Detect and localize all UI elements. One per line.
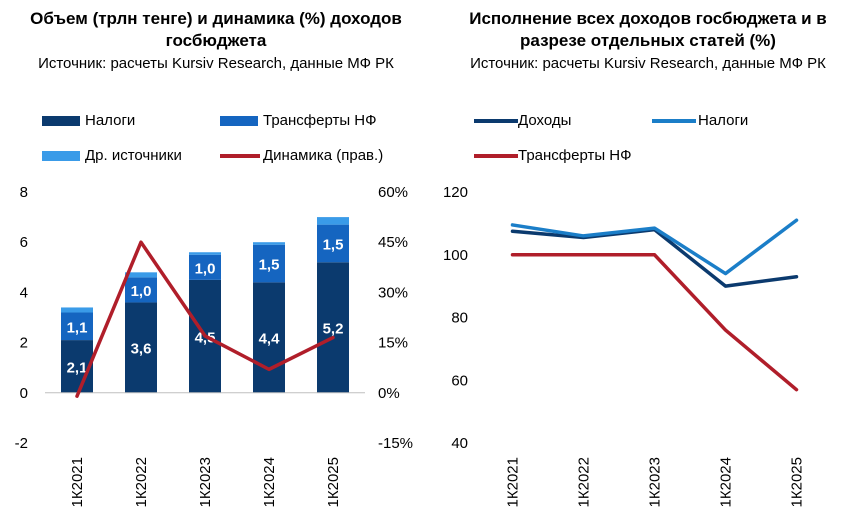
y2-tick-label: 45% [378, 234, 408, 251]
right-chart-panel: Исполнение всех доходов госбюджета и в р… [432, 0, 864, 524]
right-chart-title: Исполнение всех доходов госбюджета и в р… [432, 8, 864, 52]
legend-swatch-right-taxes [652, 119, 696, 123]
bar-segment [317, 217, 349, 225]
bar-segment [125, 277, 157, 303]
x-tick-label: 1К2024 [261, 457, 278, 507]
x-tick-label: 1К2023 [647, 457, 664, 507]
legend-swatch-dynamics [220, 154, 260, 158]
bar-data-label: 2,1 [67, 359, 88, 376]
bar-segment [189, 252, 221, 255]
x-tick-label: 1К2025 [325, 457, 342, 507]
y-tick-label: 60 [451, 372, 468, 389]
left-chart-title: Объем (трлн тенге) и динамика (%) доходо… [0, 8, 432, 52]
left-title-line2: госбюджета [165, 31, 267, 50]
bar-data-label: 5,2 [323, 321, 344, 338]
y2-tick-label: 60% [378, 184, 408, 201]
left-chart-source: Источник: расчеты Kursiv Research, данны… [38, 55, 394, 72]
right-title-line1: Исполнение всех доходов госбюджета и в [469, 9, 827, 28]
x-tick-label: 1К2021 [69, 457, 86, 507]
y-tick-label: 120 [443, 184, 468, 201]
y-tick-label: 6 [20, 234, 28, 251]
bar-data-label: 1,5 [323, 236, 344, 253]
left-title-line1: Объем (трлн тенге) и динамика (%) доходо… [30, 9, 402, 28]
left-chart-plot: -202468-15%0%15%30%45%60%2,11,13,61,04,5… [15, 184, 413, 507]
y-tick-label: 40 [451, 435, 468, 452]
legend-label-right-taxes: Налоги [698, 112, 749, 129]
series-line [510, 253, 799, 392]
legend-label-revenues: Доходы [518, 112, 572, 129]
bar-segment [189, 254, 221, 280]
y-tick-label: 80 [451, 310, 468, 327]
legend-label-dynamics: Динамика (прав.) [263, 147, 384, 164]
bar-segment [61, 312, 93, 341]
bar-segment [61, 307, 93, 313]
bar-data-label: 1,0 [131, 283, 152, 300]
bar-segment [317, 224, 349, 263]
x-tick-label: 1К2025 [789, 457, 806, 507]
x-tick-label: 1К2022 [576, 457, 593, 507]
legend-swatch-transfers [220, 116, 258, 126]
x-tick-label: 1К2023 [197, 457, 214, 507]
legend-label-other: Др. источники [85, 147, 182, 164]
x-tick-label: 1К2022 [133, 457, 150, 507]
legend-swatch-taxes [42, 116, 80, 126]
bar-segment [125, 302, 157, 393]
legend-label-transfers: Трансферты НФ [263, 112, 377, 129]
y-tick-label: 0 [20, 385, 28, 402]
bar-segment [125, 272, 157, 278]
series-line [510, 218, 799, 276]
y-tick-label: 100 [443, 247, 468, 264]
y2-tick-label: 0% [378, 385, 400, 402]
y-tick-label: 2 [20, 335, 28, 352]
y2-tick-label: 30% [378, 284, 408, 301]
x-tick-label: 1К2024 [718, 457, 735, 507]
right-chart-source: Источник: расчеты Kursiv Research, данны… [470, 55, 826, 72]
legend-swatch-right-transfers [474, 154, 518, 158]
y-tick-label: 4 [20, 284, 28, 301]
bar-segment [253, 242, 285, 245]
bar-data-label: 1,5 [259, 257, 280, 274]
bar-data-label: 1,0 [195, 260, 216, 277]
legend-swatch-other [42, 151, 80, 161]
right-title-line2: разрезе отдельных статей (%) [520, 31, 776, 50]
legend-label-taxes: Налоги [85, 112, 136, 129]
y-tick-label: -2 [15, 435, 28, 452]
x-tick-label: 1К2021 [505, 457, 522, 507]
legend-label-right-transfers: Трансферты НФ [518, 147, 632, 164]
y2-tick-label: -15% [378, 435, 413, 452]
series-line [510, 227, 799, 288]
y-tick-label: 8 [20, 184, 28, 201]
right-chart-plot: 40 60 80 100 120 1К2021 1К2022 1К2023 1К2024 1К20… [443, 184, 806, 507]
y2-tick-label: 15% [378, 335, 408, 352]
bar-segment [253, 244, 285, 283]
bar-data-label: 4,4 [259, 331, 281, 348]
dynamics-line [75, 240, 335, 398]
bar-data-label: 3,6 [131, 341, 152, 358]
bar-segment [317, 262, 349, 393]
legend-swatch-revenues [474, 119, 518, 123]
bar-segment [253, 282, 285, 393]
left-chart-panel: Объем (трлн тенге) и динамика (%) доходо… [0, 8, 432, 507]
bar-data-label: 1,1 [67, 319, 88, 336]
